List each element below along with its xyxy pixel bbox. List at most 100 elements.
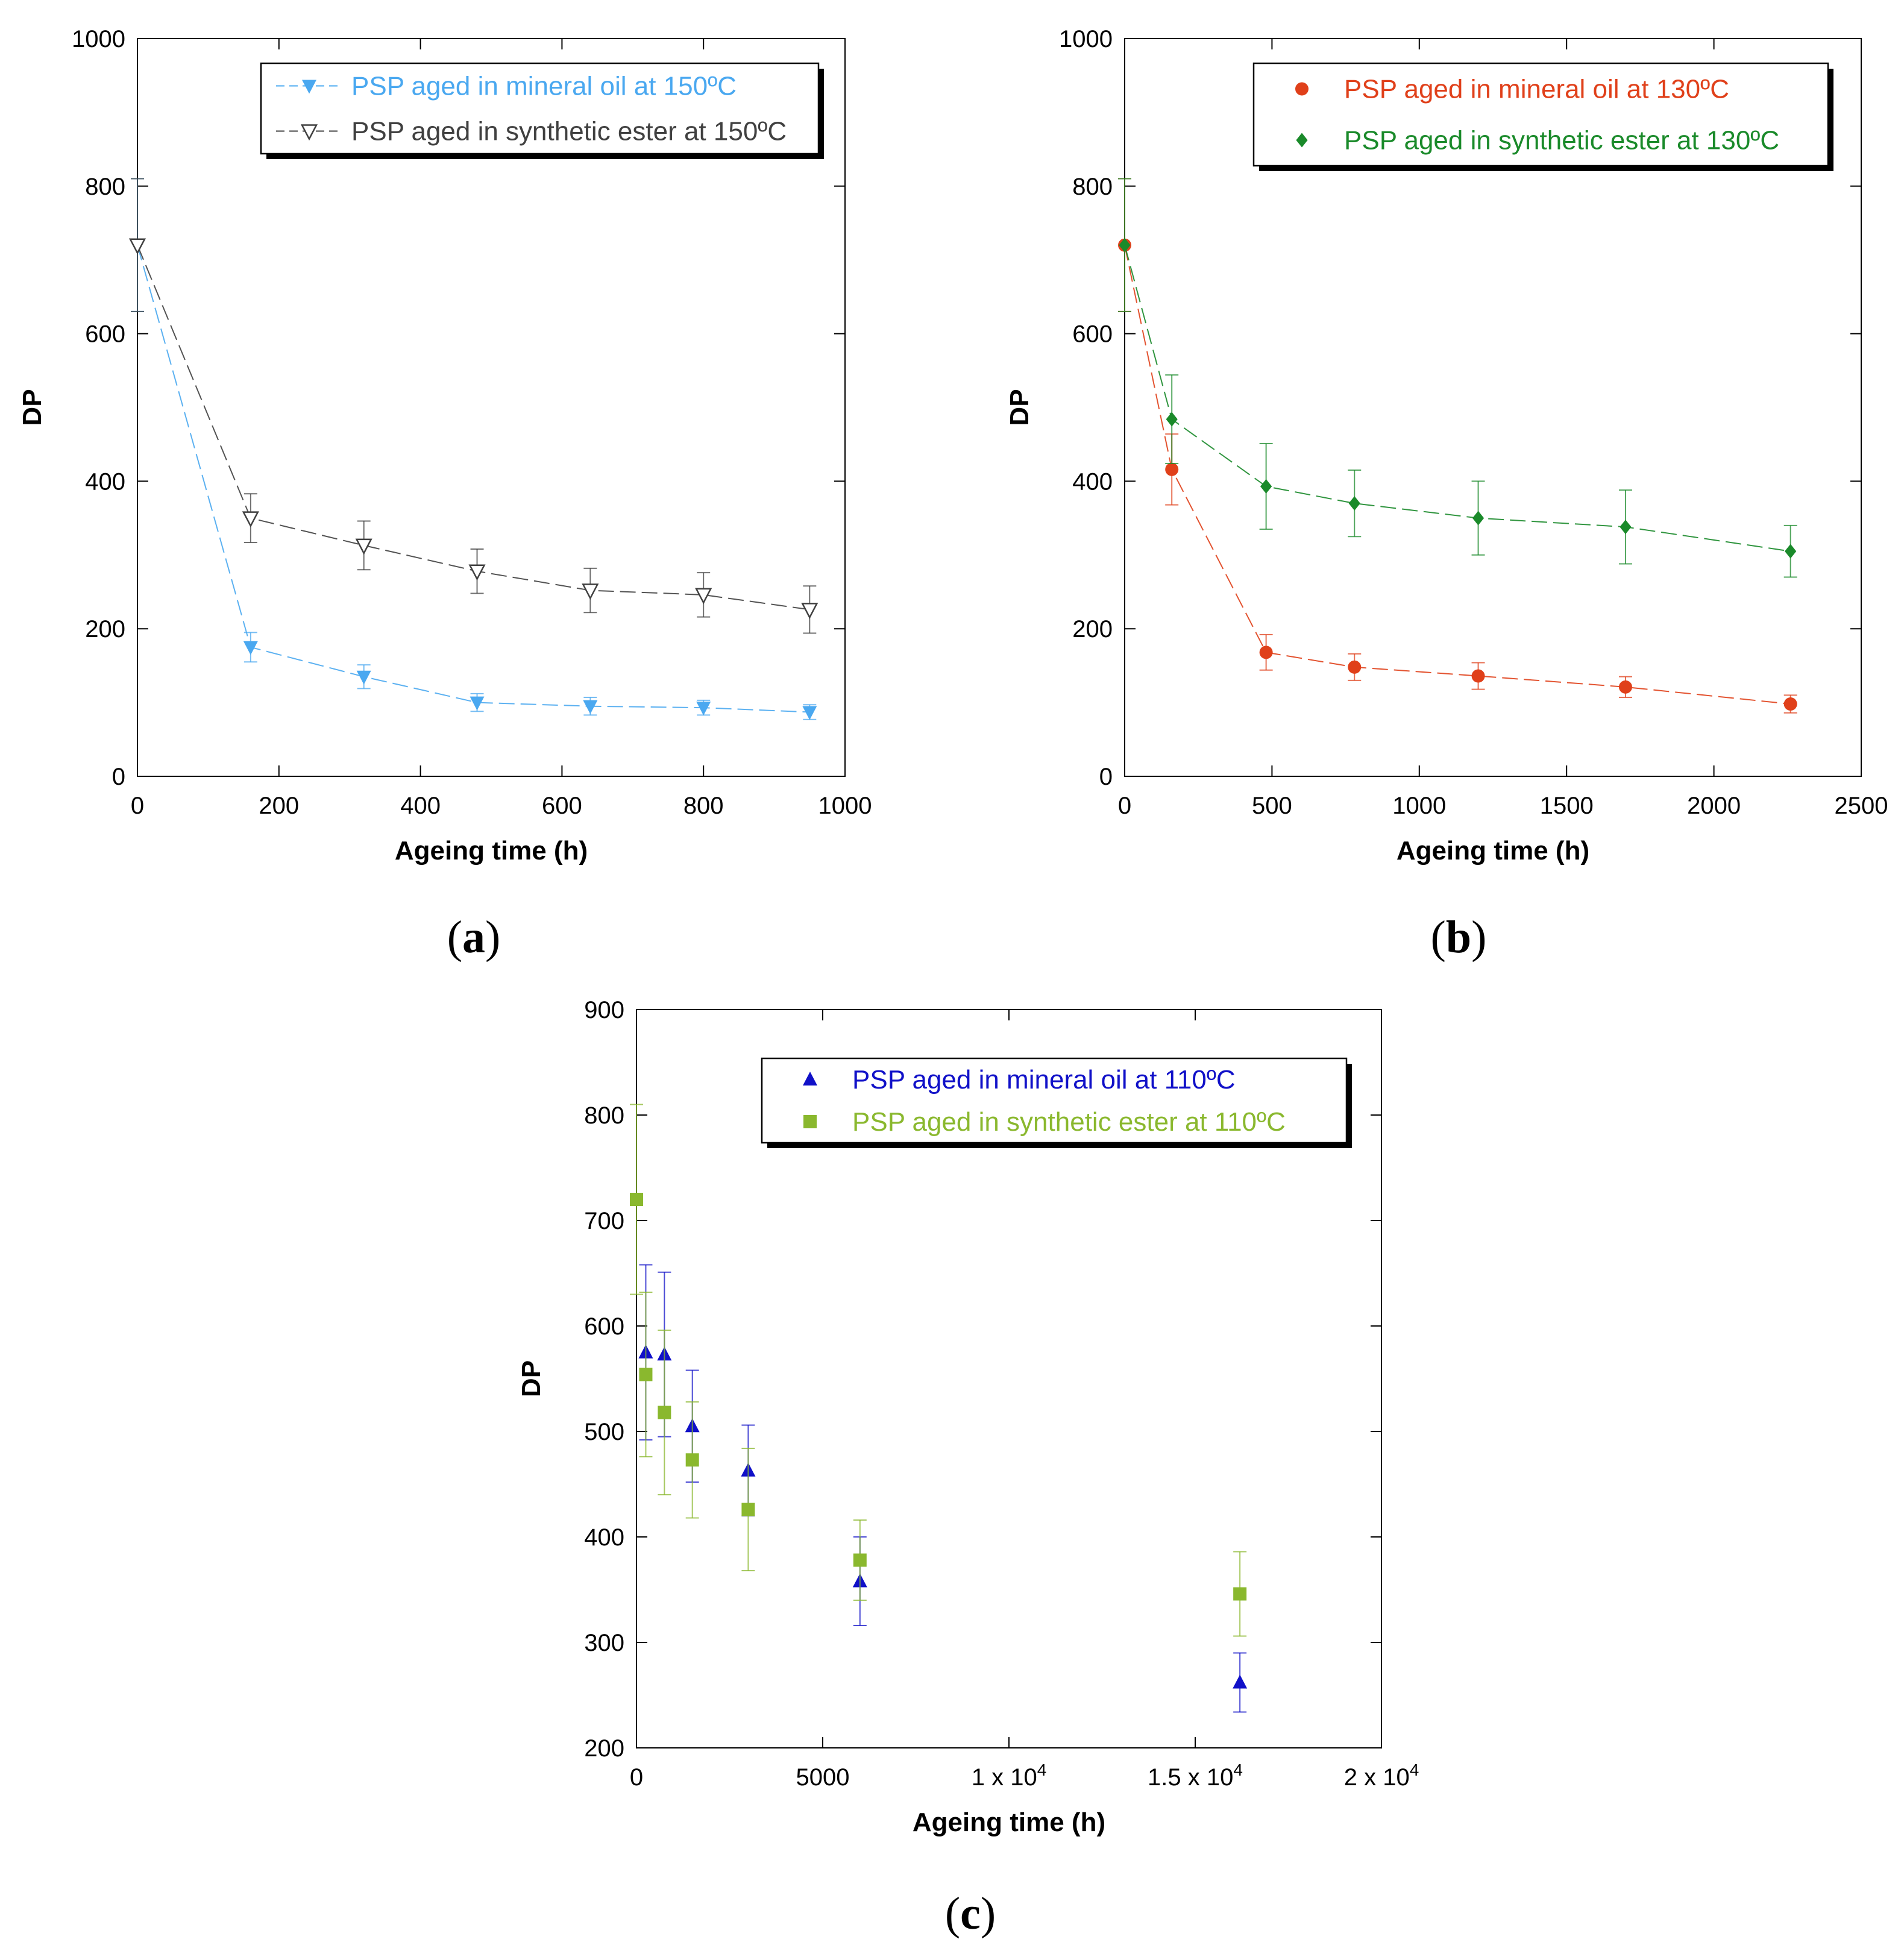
y-tick-label: 800: [584, 1102, 624, 1129]
y-tick-label: 700: [584, 1208, 624, 1234]
panel-label-b: (b): [1431, 912, 1487, 963]
legend-marker: [803, 1115, 817, 1128]
y-tick-label: 1000: [72, 26, 125, 52]
data-point: [630, 1193, 643, 1206]
series-1: [130, 178, 817, 720]
y-axis-label: DP: [1005, 389, 1034, 426]
x-tick-label: 1000: [1392, 793, 1446, 819]
x-tick-label: 0: [630, 1764, 643, 1791]
data-point: [1471, 669, 1485, 683]
data-point: [1166, 412, 1178, 427]
x-tick-label: 1 x 104: [972, 1761, 1047, 1791]
y-tick-label: 1000: [1059, 26, 1113, 52]
legend-marker: [1296, 133, 1308, 148]
series-1: [1118, 178, 1797, 714]
series-2: [1118, 178, 1797, 578]
data-point: [470, 696, 485, 711]
x-tick-label: 500: [1252, 793, 1292, 819]
legend-box: [761, 1057, 1348, 1144]
x-tick-label: 5000: [796, 1764, 850, 1791]
x-tick-label: 200: [259, 793, 299, 819]
y-tick-label: 0: [1099, 764, 1113, 790]
legend-marker: [302, 80, 316, 94]
x-tick-label: 1500: [1540, 793, 1594, 819]
data-point: [1472, 511, 1485, 526]
data-point: [128, 238, 146, 255]
legend: PSP aged in mineral oil at 110ºC PSP aged…: [761, 1057, 1352, 1148]
legend-entry-label: PSP aged in synthetic ester at 130ºC: [1344, 126, 1779, 156]
y-tick-label: 600: [1072, 321, 1113, 348]
legend-marker: [300, 124, 318, 141]
data-point: [853, 1553, 867, 1567]
data-point: [583, 700, 598, 714]
data-point: [695, 588, 712, 605]
chart-panel-b: 0 200 400 600 800 1000 0 500 1000 1500 2000 2500 Age…: [1005, 26, 1888, 866]
y-tick-label: 600: [85, 321, 125, 348]
data-point: [801, 603, 818, 620]
data-point: [356, 670, 371, 685]
y-tick-label: 800: [85, 174, 125, 200]
data-point: [243, 641, 258, 655]
series-2: [128, 178, 818, 634]
y-tick-label: 300: [584, 1630, 624, 1656]
y-tick-label: 900: [584, 997, 624, 1023]
y-tick-label: 200: [1072, 616, 1113, 642]
x-tick-label: 0: [1118, 793, 1131, 819]
legend-entry-label: PSP aged in synthetic ester at 150ºC: [351, 117, 787, 146]
plot-area: [1124, 38, 1862, 777]
legend-marker: [803, 1072, 817, 1085]
legend-entry-label: PSP aged in mineral oil at 150ºC: [351, 72, 737, 101]
x-axis-label: Ageing time (h): [1397, 836, 1589, 866]
data-point: [685, 1453, 699, 1467]
legend-marker: [1295, 82, 1309, 96]
x-tick-label: 600: [542, 793, 582, 819]
y-tick-label: 400: [1072, 468, 1113, 495]
x-tick-exponent: 4: [1410, 1761, 1419, 1779]
series-line: [1124, 245, 1791, 552]
x-tick-exponent: 4: [1037, 1761, 1047, 1779]
y-tick-label: 400: [85, 468, 125, 495]
x-tick-label: 2000: [1687, 793, 1741, 819]
data-point: [741, 1503, 755, 1516]
y-axis-label: DP: [517, 1360, 546, 1397]
panel-label-a: (a): [447, 912, 501, 963]
series-1: [638, 1264, 1248, 1713]
data-point: [1233, 1674, 1248, 1689]
x-tick-label: 2500: [1835, 793, 1888, 819]
y-tick-label: 500: [584, 1419, 624, 1445]
legend-entry-label: PSP aged in mineral oil at 130ºC: [1344, 75, 1729, 104]
data-point: [1620, 520, 1632, 535]
legend: PSP aged in mineral oil at 150ºC PSP aged…: [260, 62, 824, 159]
x-tick-label: 0: [131, 793, 144, 819]
y-tick-label: 200: [85, 616, 125, 642]
x-axis-label: Ageing time (h): [913, 1808, 1105, 1837]
data-point: [1618, 680, 1632, 694]
y-axis-label: DP: [17, 389, 47, 426]
data-point: [582, 583, 599, 600]
data-point: [1348, 496, 1360, 511]
data-point: [658, 1406, 671, 1419]
data-point: [802, 706, 817, 720]
x-tick-label: 1000: [818, 793, 872, 819]
x-tick-label: 800: [683, 793, 724, 819]
x-tick-exponent: 4: [1233, 1761, 1243, 1779]
x-tick-label: 2 x 104: [1344, 1761, 1419, 1791]
data-point: [1260, 479, 1272, 494]
series-line: [137, 245, 810, 611]
x-axis-label: Ageing time (h): [395, 836, 588, 866]
series-2: [630, 1104, 1247, 1637]
data-point: [1259, 646, 1273, 659]
legend-entry-label: PSP aged in mineral oil at 110ºC: [852, 1065, 1236, 1095]
y-tick-label: 800: [1072, 174, 1113, 200]
y-tick-label: 0: [112, 764, 125, 790]
data-point: [355, 538, 372, 555]
legend: PSP aged in mineral oil at 130ºC PSP aged…: [1252, 62, 1833, 171]
panel-label-c: (c): [945, 1888, 996, 1939]
legend-entry-label: PSP aged in synthetic ester at 110ºC: [852, 1107, 1286, 1137]
series-line: [137, 245, 810, 713]
data-point: [468, 564, 486, 581]
x-tick-label: 400: [400, 793, 441, 819]
data-point: [1783, 697, 1797, 711]
data-point: [696, 702, 711, 716]
